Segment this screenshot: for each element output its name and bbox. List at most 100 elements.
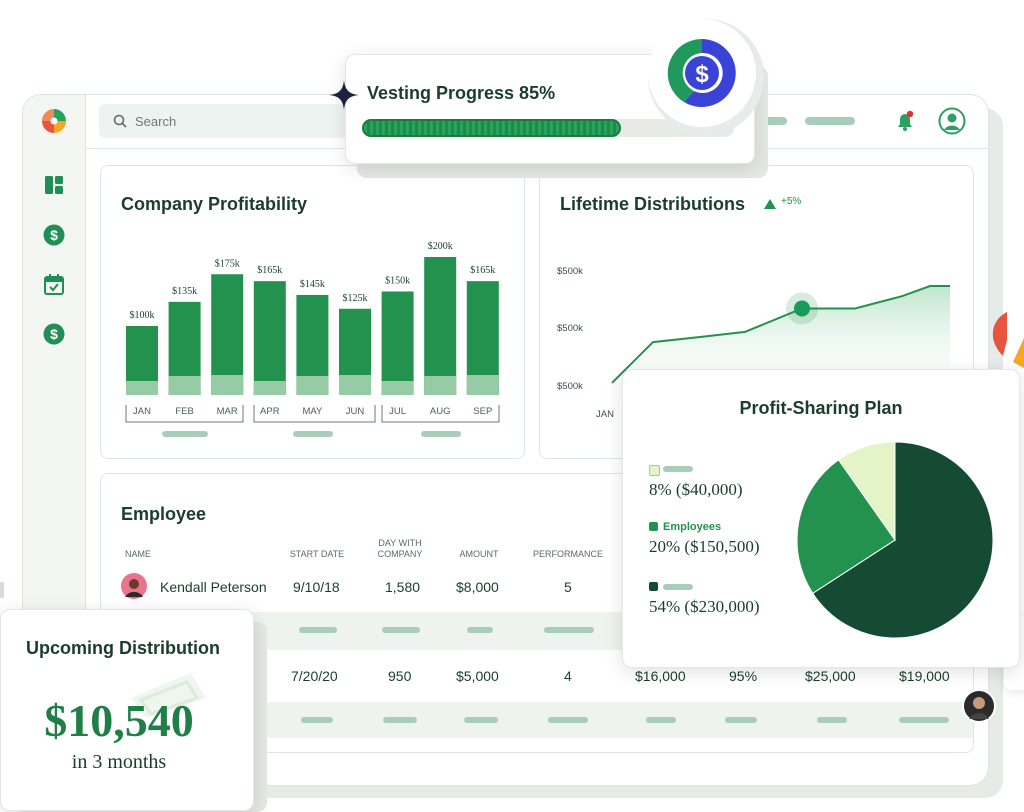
col-start-date-header[interactable]: START DATE: [289, 549, 345, 559]
month-label: FEB: [175, 406, 193, 417]
profitability-bar-chart: $100k JAN $135k FEB $175k MAR $165k APR $145k MAY…: [125, 241, 500, 437]
svg-text:$: $: [695, 61, 709, 88]
bar-value-label: $100k: [130, 310, 155, 321]
employee-performance: 5: [564, 579, 572, 595]
employee-start-date: 9/10/18: [293, 579, 340, 595]
search-input[interactable]: Search: [135, 114, 177, 129]
highlight-point[interactable]: [794, 300, 810, 317]
profit-sharing-popup: Profit-Sharing Plan 8% ($40,000) Employe…: [622, 369, 1020, 668]
payout-icon[interactable]: $: [43, 323, 65, 345]
upcoming-distribution-popup: Upcoming Distribution $10,540 in 3 month…: [0, 609, 254, 811]
placeholder-pill: [293, 431, 333, 437]
month-label: SEP: [473, 406, 492, 417]
quarter-bracket: [253, 405, 376, 423]
employee-extra-value: $19,000: [899, 668, 950, 684]
col-performance-header[interactable]: PERFORMANCE: [532, 549, 603, 559]
decorative-shape: [992, 312, 1024, 368]
vesting-title: Vesting Progress 85%: [367, 83, 556, 103]
bar-base: [211, 375, 244, 395]
employee-performance: 4: [564, 668, 572, 684]
employee-title: Employee: [121, 504, 207, 524]
svg-text:$: $: [50, 326, 58, 342]
col-name-header[interactable]: NAME: [124, 549, 151, 559]
bar-value-label: $165k: [470, 265, 495, 276]
user-avatar-icon[interactable]: [938, 107, 966, 135]
bar-base: [296, 376, 329, 395]
month-label: MAY: [302, 406, 323, 417]
employee-extra-value: $16,000: [635, 668, 686, 684]
bar-base: [381, 381, 414, 395]
bar-base: [253, 381, 286, 395]
employee-extra-value: 95%: [729, 668, 758, 684]
dashboard-icon[interactable]: [44, 175, 64, 195]
svg-text:$: $: [50, 227, 58, 243]
month-label: AUG: [430, 406, 451, 417]
placeholder-pill: [421, 431, 461, 437]
distributions-title: Lifetime Distributions: [560, 194, 746, 214]
notification-bell-icon[interactable]: [893, 109, 917, 133]
y-tick-label: $500k: [557, 266, 583, 277]
month-label: JAN: [133, 406, 151, 417]
vesting-progress-fill: [362, 119, 622, 137]
dollar-badge-icon: $: [648, 19, 764, 135]
employee-name: Kendall Peterson: [160, 579, 267, 595]
cash-icon: [131, 673, 206, 718]
legend-value: 54% ($230,000): [649, 597, 760, 616]
bar-value-label: $135k: [172, 286, 197, 297]
bar[interactable]: [424, 257, 457, 395]
vesting-progress-track: [362, 119, 734, 137]
bar-base: [339, 375, 371, 395]
month-label: APR: [260, 406, 280, 417]
bar-value-label: $125k: [343, 293, 368, 304]
user-avatar: [962, 689, 996, 723]
bar-value-label: $150k: [385, 276, 410, 287]
header-placeholder-pill: [805, 117, 855, 125]
pie-slice[interactable]: [812, 441, 994, 639]
dollar-icon[interactable]: $: [43, 224, 65, 246]
company-profitability-card: Company Profitability $100k JAN $135k FEB $1…: [100, 165, 525, 459]
legend-swatch: [649, 465, 660, 476]
legend-value: 20% ($150,500): [649, 537, 760, 556]
bar-value-label: $165k: [257, 265, 282, 276]
upcoming-amount: $10,540: [44, 695, 194, 746]
y-tick-label: $500k: [557, 381, 583, 392]
bar-value-label: $145k: [300, 279, 325, 290]
pie-slice[interactable]: [837, 441, 896, 542]
bar[interactable]: [253, 281, 286, 395]
header-placeholder-pill: [755, 117, 787, 125]
x-tick-label: JAN: [596, 409, 614, 420]
legend-swatch: [649, 582, 658, 591]
employee-extra-value: $25,000: [805, 668, 856, 684]
employee-avatar: [121, 573, 147, 599]
distributions-change: +5%: [781, 196, 802, 207]
col-amount-header[interactable]: AMOUNT: [459, 549, 499, 559]
month-label: MAR: [217, 406, 238, 417]
bar[interactable]: [211, 274, 244, 395]
employee-start-date: 7/20/20: [291, 668, 338, 684]
bar-value-label: $200k: [428, 241, 453, 252]
legend-swatch: [649, 522, 658, 531]
legend-label: Employees: [663, 521, 722, 533]
month-label: JUL: [389, 406, 406, 417]
quarter-bracket: [125, 405, 244, 423]
upcoming-title: Upcoming Distribution: [26, 638, 220, 658]
bar[interactable]: [381, 291, 414, 396]
bar-base: [466, 375, 499, 395]
logo-icon: [42, 109, 66, 133]
pie-slice[interactable]: [796, 459, 896, 594]
employee-amount: $5,000: [456, 668, 499, 684]
bar-value-label: $175k: [215, 258, 240, 269]
calendar-icon[interactable]: [44, 274, 64, 295]
employee-amount: $8,000: [456, 579, 499, 595]
bar-base: [168, 376, 201, 395]
placeholder-pill: [162, 431, 208, 437]
search-bar[interactable]: Search: [99, 104, 359, 138]
legend-value: 8% ($40,000): [649, 480, 743, 499]
month-label: JUN: [346, 406, 365, 417]
trend-up-icon: [764, 199, 776, 209]
search-icon: [113, 114, 127, 128]
quarter-bracket: [381, 405, 500, 423]
employee-days: 950: [388, 668, 412, 684]
legend-placeholder-pill: [663, 466, 693, 472]
col-days-header[interactable]: DAY WITH COMPANY: [377, 538, 423, 559]
